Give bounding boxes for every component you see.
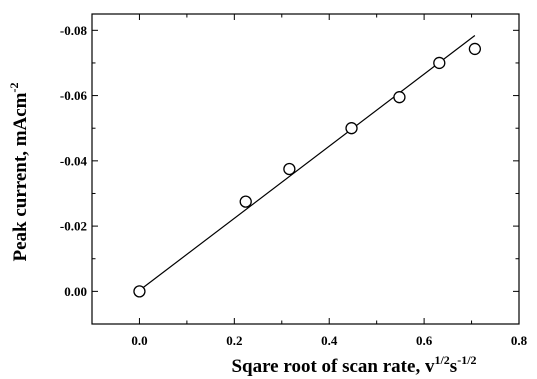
x-tick-label: 0.8 <box>511 333 528 348</box>
data-point <box>345 122 358 135</box>
data-point <box>433 56 446 70</box>
x-tick-label: 0.2 <box>226 333 242 348</box>
plot-frame <box>91 13 520 325</box>
data-points-group <box>133 42 482 298</box>
data-point <box>468 42 482 56</box>
x-axis-ticks: 0.0 0.2 0.4 0.6 0.8 <box>91 14 528 348</box>
y-axis-ticks: 0.00 -0.02 -0.04 -0.06 -0.08 <box>60 23 519 325</box>
data-point <box>283 162 296 176</box>
linear-fit-line <box>139 35 476 291</box>
y-tick-label: -0.06 <box>60 88 88 103</box>
x-axis-title: Sqare root of scan rate, v1/2s-1/2 <box>231 353 476 377</box>
y-tick-label: -0.04 <box>60 153 88 168</box>
x-tick-label: 0.6 <box>416 333 433 348</box>
y-axis-title: Peak current, mAcm-2 <box>7 82 31 261</box>
data-point <box>239 195 252 208</box>
fit-line-group <box>139 35 476 291</box>
x-tick-label: 0.4 <box>321 333 338 348</box>
y-tick-label: -0.02 <box>60 219 87 234</box>
y-tick-label: -0.08 <box>60 23 88 38</box>
x-tick-label: 0.0 <box>131 333 147 348</box>
data-point <box>393 91 406 104</box>
data-point <box>133 285 146 298</box>
y-tick-label: 0.00 <box>64 284 87 299</box>
